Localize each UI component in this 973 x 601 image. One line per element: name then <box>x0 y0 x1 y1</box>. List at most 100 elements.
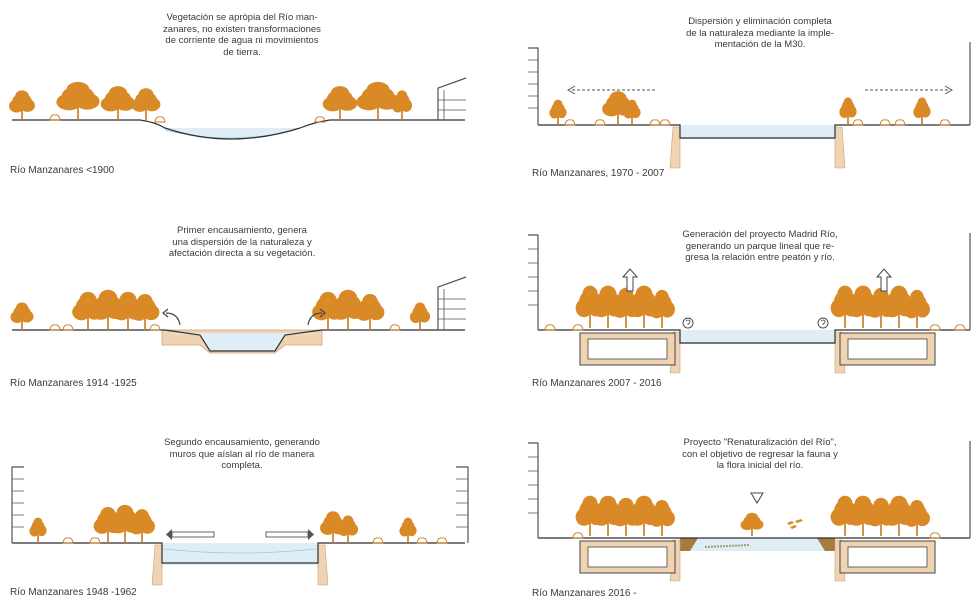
shrub-icon <box>62 537 74 544</box>
tunnel-right <box>839 332 936 366</box>
building-left-icon <box>528 442 539 538</box>
shrub-icon <box>852 119 864 126</box>
river-section-2016 <box>528 441 971 582</box>
tree-icon <box>391 90 413 120</box>
building-left-icon <box>11 466 24 543</box>
tree-icon <box>839 97 857 125</box>
building-icon <box>437 77 467 120</box>
river-section-1900 <box>9 77 467 140</box>
tunnel-left <box>579 332 676 366</box>
tree-icon <box>356 81 400 120</box>
section-panel-1970: Dispersión y eliminación completa de la … <box>490 0 973 195</box>
building-icon <box>437 276 467 330</box>
section-panel-1948: Segundo encausamiento, generando muros q… <box>0 395 480 601</box>
panel-description: Segundo encausamiento, generando muros q… <box>164 437 320 471</box>
panel-caption: Río Manzanares 1948 -1962 <box>10 587 137 598</box>
triangle-down-icon <box>750 492 764 504</box>
section-panel-1914: Primer encausamiento, genera una dispers… <box>0 195 480 395</box>
tree-icon <box>109 504 141 543</box>
river-section-2007 <box>528 233 971 374</box>
shrub-icon <box>49 114 61 121</box>
building-right-icon <box>456 466 469 543</box>
tree-icon <box>9 90 35 120</box>
panel-description: Vegetación se apròpia del Río man- zanar… <box>163 12 321 58</box>
tree-icon <box>649 499 675 536</box>
tree-icon <box>409 302 431 330</box>
dashed-arrow-right-icon <box>865 85 954 95</box>
vegetation <box>572 495 941 539</box>
person-marker-right-icon <box>817 317 829 329</box>
tunnel-right <box>839 540 936 574</box>
panel-description: Primer encausamiento, genera una dispers… <box>168 225 316 259</box>
vegetation <box>29 504 448 544</box>
tree-icon <box>623 99 641 125</box>
tree-icon <box>72 291 104 330</box>
panel-description: Dispersión y eliminación completa de la … <box>686 16 834 50</box>
shrub-icon <box>929 324 941 331</box>
arrow-up-left-icon <box>621 268 639 292</box>
tree-icon <box>337 515 359 543</box>
river-section-1914 <box>10 276 467 354</box>
panel-caption: Río Manzanares <1900 <box>10 165 115 176</box>
tree-icon <box>649 289 675 328</box>
section-panel-2007: Generación del proyecto Madrid Río, gene… <box>490 195 973 395</box>
tree-icon <box>740 512 764 536</box>
arrow-up-right-icon <box>875 268 893 292</box>
shrub-icon <box>149 324 161 331</box>
tree-icon <box>129 509 155 543</box>
vegetation <box>544 285 966 331</box>
tree-icon <box>904 499 930 536</box>
shrub-icon <box>929 532 941 539</box>
tunnel-left <box>579 540 676 574</box>
shrub-icon <box>594 119 606 126</box>
panel-description: Proyecto "Renaturalización del Río", con… <box>682 437 838 471</box>
vegetation <box>549 91 951 126</box>
shrub-icon <box>572 532 584 539</box>
tree-icon <box>29 517 47 543</box>
tree-icon <box>100 86 136 120</box>
shrub-icon <box>62 324 74 331</box>
shrub-icon <box>939 119 951 126</box>
panel-caption: Río Manzanares, 1970 - 2007 <box>532 168 665 179</box>
shrub-icon <box>389 324 401 331</box>
river-section-1970 <box>528 42 971 169</box>
panel-caption: Río Manzanares 1914 -1925 <box>10 378 137 389</box>
panel-caption: Río Manzanares 2016 - <box>532 588 637 599</box>
section-panel-1900: Vegetación se apròpia del Río man- zanar… <box>0 0 480 195</box>
shrub-icon <box>572 324 584 331</box>
shrub-icon <box>879 119 891 126</box>
tree-icon <box>56 81 100 120</box>
section-panel-2016: Proyecto "Renaturalización del Río", con… <box>490 395 973 601</box>
tree-icon <box>130 293 160 330</box>
tree-icon <box>549 99 567 125</box>
shrub-icon <box>544 324 556 331</box>
fish-icon <box>787 519 803 529</box>
shrub-icon <box>314 116 326 123</box>
tree-icon <box>904 289 930 328</box>
arrow-curved-right-icon <box>307 308 326 326</box>
panel-description: Generación del proyecto Madrid Río, gene… <box>682 229 838 263</box>
building-left-icon <box>528 234 539 330</box>
shrub-icon <box>894 119 906 126</box>
shrub-icon <box>89 537 101 544</box>
tree-icon <box>322 86 358 120</box>
tree-icon <box>913 97 931 125</box>
shrub-icon <box>416 537 428 544</box>
tree-icon <box>355 293 385 330</box>
person-marker-left-icon <box>682 317 694 329</box>
shrub-icon <box>154 116 166 123</box>
arrow-curved-left-icon <box>162 308 181 326</box>
tree-icon <box>10 302 34 330</box>
shrub-icon <box>649 119 661 126</box>
shrub-icon <box>372 537 384 544</box>
tree-icon <box>399 517 417 543</box>
tree-icon <box>131 88 161 120</box>
vegetation <box>10 289 431 331</box>
shrub-icon <box>564 119 576 126</box>
building-left-icon <box>528 47 539 125</box>
arrow-left-icon <box>166 529 215 540</box>
arrow-right-icon <box>265 529 314 540</box>
river-section-1948 <box>11 466 469 586</box>
panel-caption: Río Manzanares 2007 - 2016 <box>532 378 662 389</box>
vegetation <box>9 81 413 123</box>
